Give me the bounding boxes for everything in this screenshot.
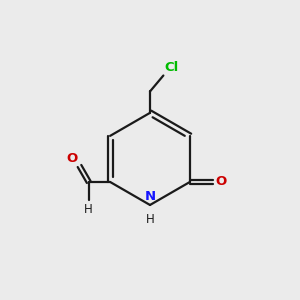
- Text: Cl: Cl: [165, 61, 179, 74]
- Text: N: N: [144, 190, 156, 202]
- Text: H: H: [146, 213, 154, 226]
- Text: O: O: [67, 152, 78, 164]
- Text: H: H: [84, 203, 93, 216]
- Text: O: O: [215, 176, 227, 188]
